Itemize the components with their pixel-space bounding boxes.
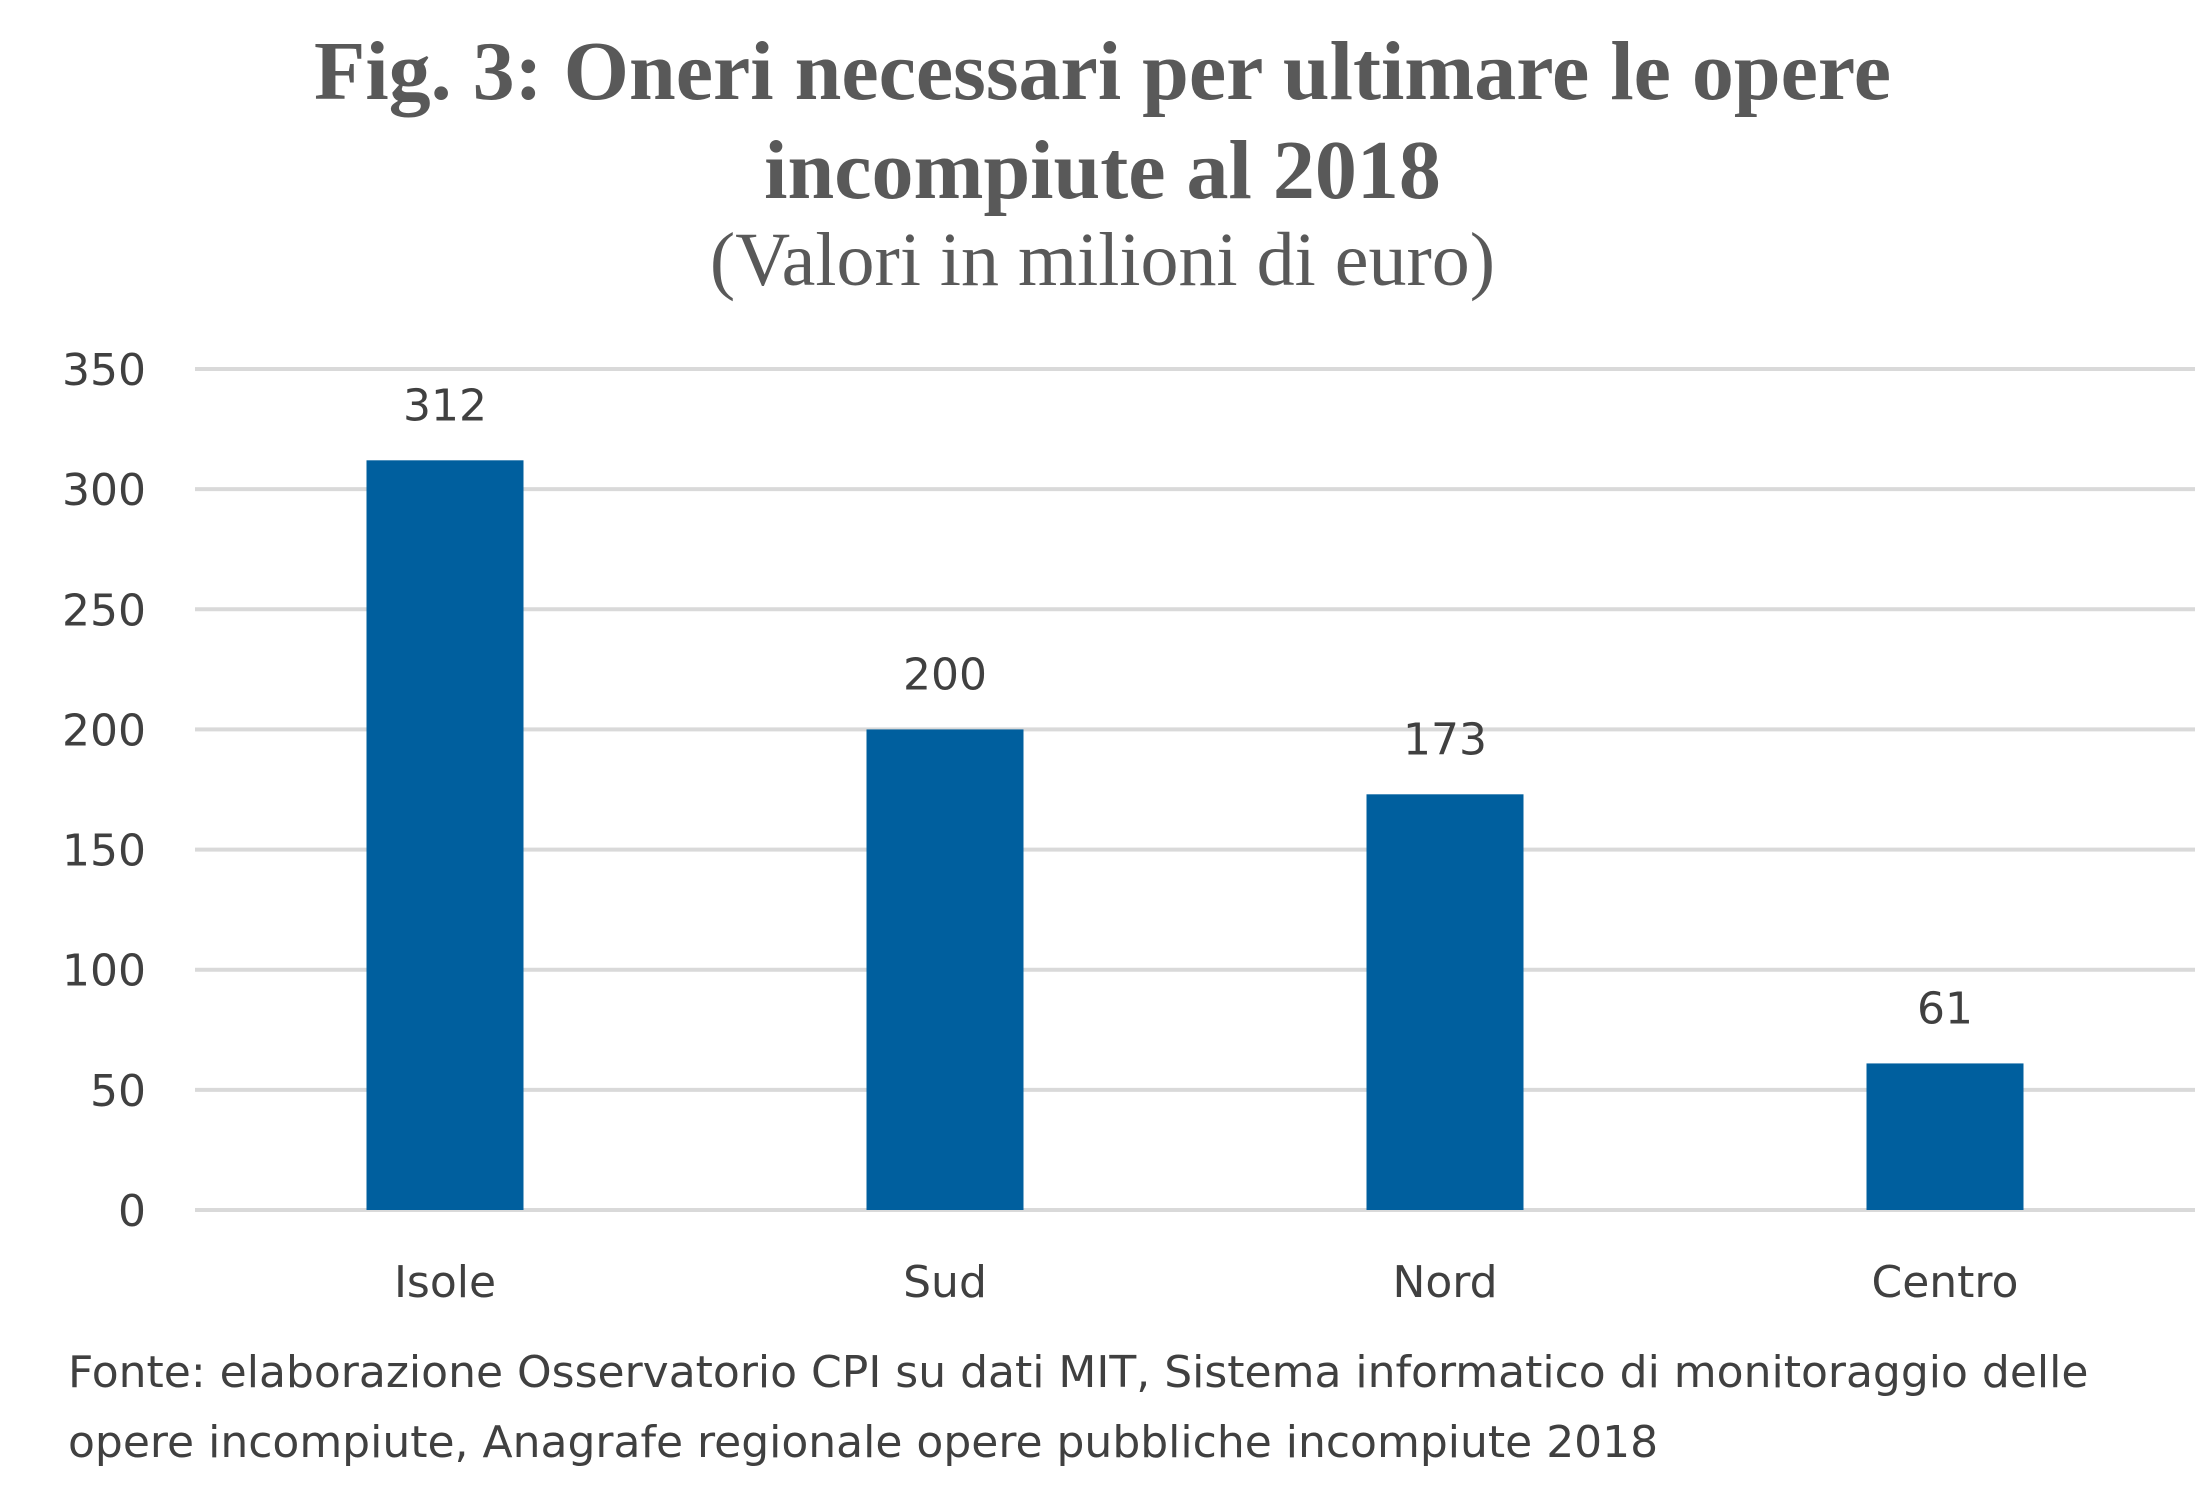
bar-sud — [866, 729, 1024, 1210]
bar-isole — [366, 460, 524, 1210]
bar-centro — [1866, 1063, 2024, 1210]
x-tick-label-isole: Isole — [394, 1257, 496, 1308]
bar-nord — [1366, 794, 1524, 1210]
y-tick-label: 200 — [62, 705, 146, 756]
y-tick-label: 0 — [118, 1186, 146, 1237]
y-tick-label: 300 — [62, 465, 146, 516]
y-tick-label: 350 — [62, 345, 146, 396]
x-axis-tick-labels: Isole Sud Nord Centro — [394, 1257, 2019, 1308]
y-tick-label: 150 — [62, 826, 146, 877]
data-labels: 312 200 173 61 — [403, 380, 1973, 1034]
data-label-centro: 61 — [1917, 983, 1973, 1034]
chart-title: Fig. 3: Oneri necessari per ultimare le … — [0, 22, 2205, 220]
data-label-nord: 173 — [1403, 714, 1487, 765]
chart-subtitle: (Valori in milioni di euro) — [709, 218, 1496, 302]
y-axis-tick-labels: 0 50 100 150 200 250 300 350 — [62, 345, 146, 1237]
chart-title-line-1: Fig. 3: Oneri necessari per ultimare le … — [314, 25, 1891, 118]
data-label-isole: 312 — [403, 380, 487, 431]
x-tick-label-centro: Centro — [1872, 1257, 2019, 1308]
source-note: Fonte: elaborazione Osservatorio CPI su … — [68, 1347, 2089, 1468]
data-label-sud: 200 — [903, 649, 987, 700]
x-tick-label-sud: Sud — [903, 1257, 987, 1308]
bars — [366, 460, 2024, 1210]
x-tick-label-nord: Nord — [1392, 1257, 1497, 1308]
chart-title-line-2: incompiute al 2018 — [764, 124, 1441, 217]
y-tick-label: 250 — [62, 585, 146, 636]
gridlines — [195, 367, 2195, 1212]
y-tick-label: 50 — [90, 1066, 146, 1117]
y-tick-label: 100 — [62, 946, 146, 997]
